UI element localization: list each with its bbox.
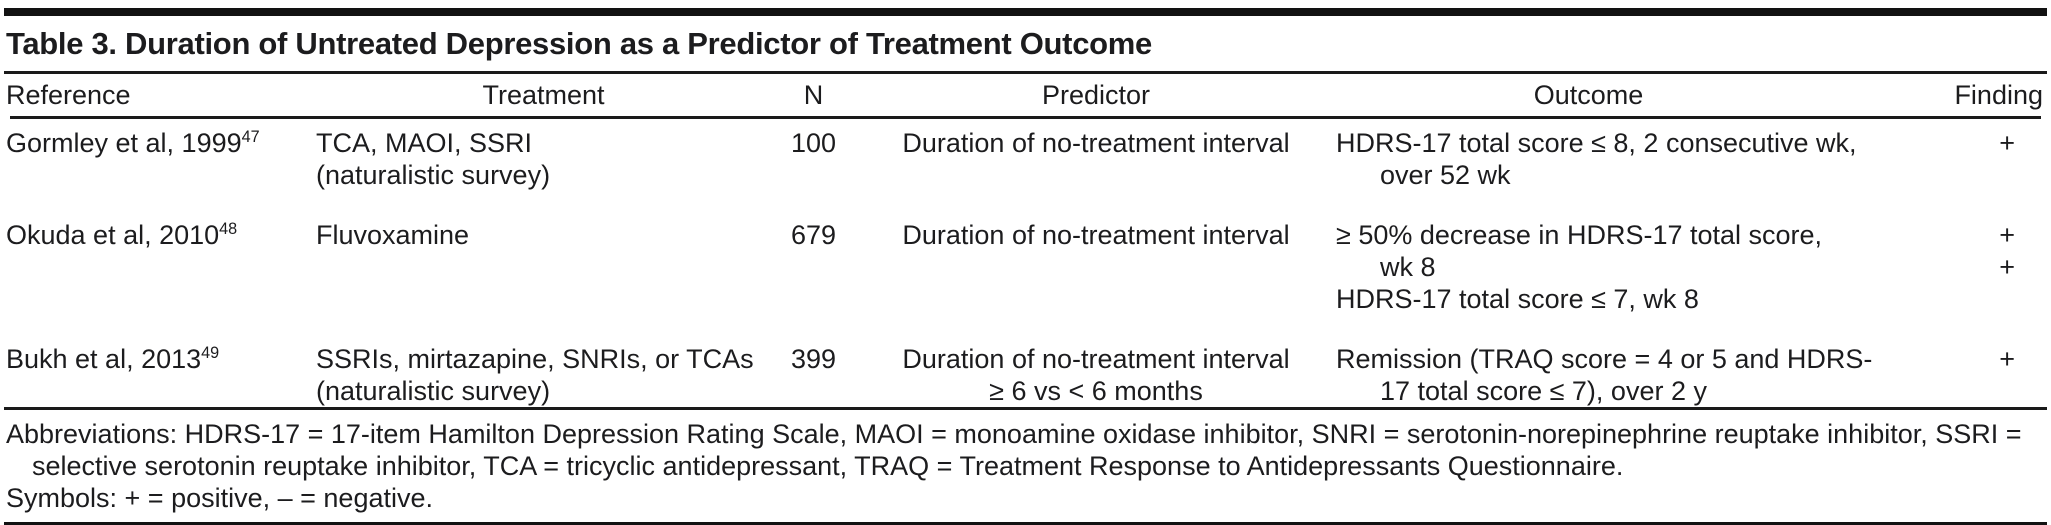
cell-reference: Gormley et al, 199947 [6, 127, 316, 191]
cell-n: 100 [790, 127, 837, 158]
outcome-line: ≥ 50% decrease in HDRS-17 total score, [1336, 219, 1823, 250]
treatment-line: Fluvoxamine [316, 219, 470, 250]
bottom-rule [4, 521, 2047, 525]
title-divider [4, 71, 2047, 74]
table-body: Gormley et al, 199947 TCA, MAOI, SSRI (nat… [6, 119, 2045, 407]
cell-treatment: TCA, MAOI, SSRI (naturalistic survey) [316, 127, 771, 191]
cell-reference: Okuda et al, 201048 [6, 219, 316, 315]
column-header-predictor: Predictor [1041, 80, 1151, 110]
outcome-line: Remission (TRAQ score = 4 or 5 and HDRS- [1336, 343, 1873, 374]
cell-predictor: Duration of no-treatment interval [856, 219, 1336, 315]
outcome-line: over 52 wk [1380, 159, 1511, 190]
table-row: Gormley et al, 199947 TCA, MAOI, SSRI (nat… [6, 127, 2045, 191]
finding-symbol: + [1999, 343, 2015, 374]
cell-treatment: Fluvoxamine [316, 219, 771, 315]
column-header-reference: Reference [6, 80, 131, 110]
data-table: Reference Treatment N Predictor Outcome … [0, 74, 2051, 407]
cell-finding: + [1841, 127, 2045, 191]
table-row: Bukh et al, 201349 SSRIs, mirtazapine, SN… [6, 343, 2045, 407]
column-header-treatment: Treatment [482, 80, 605, 110]
column-header-finding: Finding [1954, 80, 2043, 110]
cell-reference: Bukh et al, 201349 [6, 343, 316, 407]
citation-superscript: 48 [219, 219, 238, 238]
treatment-line: (naturalistic survey) [316, 375, 551, 406]
symbols-note: Symbols: + = positive, – = negative. [6, 482, 433, 513]
abbreviations-note: Abbreviations: HDRS-17 = 17-item Hamilto… [6, 418, 2022, 481]
outcome-line: HDRS-17 total score ≤ 8, 2 consecutive w… [1336, 127, 1857, 158]
cell-finding: + [1841, 343, 2045, 407]
treatment-line: TCA, MAOI, SSRI [316, 127, 533, 158]
cell-n: 679 [790, 219, 837, 250]
treatment-line: (naturalistic survey) [316, 159, 551, 190]
cell-treatment: SSRIs, mirtazapine, SNRIs, or TCAs (natur… [316, 343, 771, 407]
table-row: Okuda et al, 201048 Fluvoxamine 679 Duratio… [6, 219, 2045, 315]
header-divider [10, 116, 2041, 119]
outcome-line: HDRS-17 total score ≤ 7, wk 8 [1336, 283, 1699, 314]
finding-symbol: + [1999, 127, 2015, 158]
cell-n: 399 [790, 343, 837, 374]
predictor-line: ≥ 6 vs < 6 months [989, 375, 1203, 406]
reference-citation: Gormley et al, 1999 [6, 127, 242, 158]
reference-citation: Bukh et al, 2013 [6, 343, 202, 374]
outcome-line: 17 total score ≤ 7), over 2 y [1380, 375, 1707, 406]
citation-superscript: 49 [201, 343, 220, 362]
cell-outcome: Remission (TRAQ score = 4 or 5 and HDRS-… [1336, 343, 1873, 407]
column-header-n: N [803, 80, 824, 110]
predictor-line: Duration of no-treatment interval [902, 127, 1290, 158]
table-header-row: Reference Treatment N Predictor Outcome … [6, 74, 2045, 116]
column-header-outcome: Outcome [1533, 80, 1644, 110]
top-rule [4, 8, 2047, 16]
table-title: Table 3. Duration of Untreated Depressio… [6, 26, 1152, 61]
finding-symbol: + [1999, 251, 2015, 282]
predictor-line: Duration of no-treatment interval [902, 219, 1290, 250]
footnotes: Abbreviations: HDRS-17 = 17-item Hamilto… [0, 410, 2051, 514]
treatment-line: SSRIs, mirtazapine, SNRIs, or TCAs [316, 343, 754, 374]
predictor-line: Duration of no-treatment interval [902, 343, 1290, 374]
reference-citation: Okuda et al, 2010 [6, 219, 220, 250]
cell-outcome: HDRS-17 total score ≤ 8, 2 consecutive w… [1336, 127, 1857, 191]
footer-divider [4, 406, 2047, 410]
cell-outcome: ≥ 50% decrease in HDRS-17 total score, wk… [1336, 219, 1841, 315]
citation-superscript: 47 [241, 127, 260, 146]
finding-symbol: + [1999, 219, 2015, 250]
cell-predictor: Duration of no-treatment interval ≥ 6 vs … [856, 343, 1336, 407]
outcome-line: wk 8 [1380, 251, 1436, 282]
cell-predictor: Duration of no-treatment interval [856, 127, 1336, 191]
cell-finding: + + [1841, 219, 2045, 315]
